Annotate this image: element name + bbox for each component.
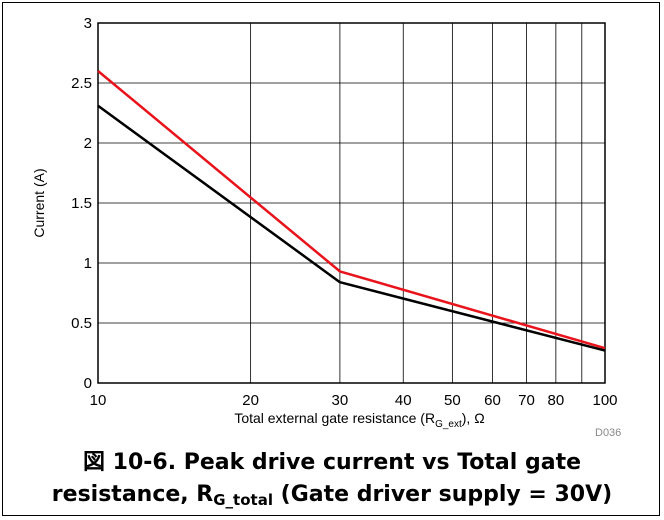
y-tick-label: 0.5 xyxy=(71,315,92,332)
y-tick-label: 1.5 xyxy=(71,195,92,212)
x-tick-label: 40 xyxy=(395,392,412,409)
y-tick-label: 1 xyxy=(84,255,92,272)
x-axis-label-subscript: G_ext xyxy=(435,419,462,430)
caption-line-2-b: (Gate driver supply = 30V) xyxy=(272,482,613,507)
x-tick-label: 60 xyxy=(484,392,501,409)
grid xyxy=(97,22,606,384)
x-axis-label-tail: ), Ω xyxy=(462,410,485,426)
x-tick-labels: 10 20 30 40 50 60 70 80 100 xyxy=(90,392,618,409)
series-lines xyxy=(97,70,606,352)
chart: 0 0.5 1 1.5 2 2.5 3 10 20 30 40 50 60 70 80 100 Curren… xyxy=(31,15,621,439)
x-tick-label: 80 xyxy=(548,392,565,409)
x-tick-label: 70 xyxy=(518,392,535,409)
caption-line-1: 図 10-6. Peak drive current vs Total gate xyxy=(82,450,582,475)
x-tick-label: 10 xyxy=(90,392,107,409)
figure-code: D036 xyxy=(595,427,621,439)
y-axis-label: Current (A) xyxy=(31,168,47,237)
x-axis-label-text: Total external gate resistance (R xyxy=(234,410,435,426)
x-axis-label: Total external gate resistance (RG_ext),… xyxy=(234,410,484,430)
y-tick-labels: 0 0.5 1 1.5 2 2.5 3 xyxy=(71,15,92,392)
caption-subscript: G_total xyxy=(213,491,273,509)
series-line-1 xyxy=(97,70,606,350)
y-tick-label: 2.5 xyxy=(71,75,92,92)
caption-line-2: resistance, RG_total (Gate driver supply… xyxy=(0,478,664,517)
y-tick-label: 0 xyxy=(84,375,92,392)
x-tick-label: 20 xyxy=(242,392,259,409)
x-tick-label: 100 xyxy=(592,392,617,409)
x-tick-label: 30 xyxy=(332,392,349,409)
y-tick-label: 3 xyxy=(84,15,92,32)
figure-frame xyxy=(2,2,660,516)
y-tick-label: 2 xyxy=(84,135,92,152)
caption-line-2-a: resistance, R xyxy=(51,482,214,507)
x-tick-label: 50 xyxy=(444,392,461,409)
series-line-2 xyxy=(97,104,606,352)
plot-border xyxy=(97,22,606,384)
